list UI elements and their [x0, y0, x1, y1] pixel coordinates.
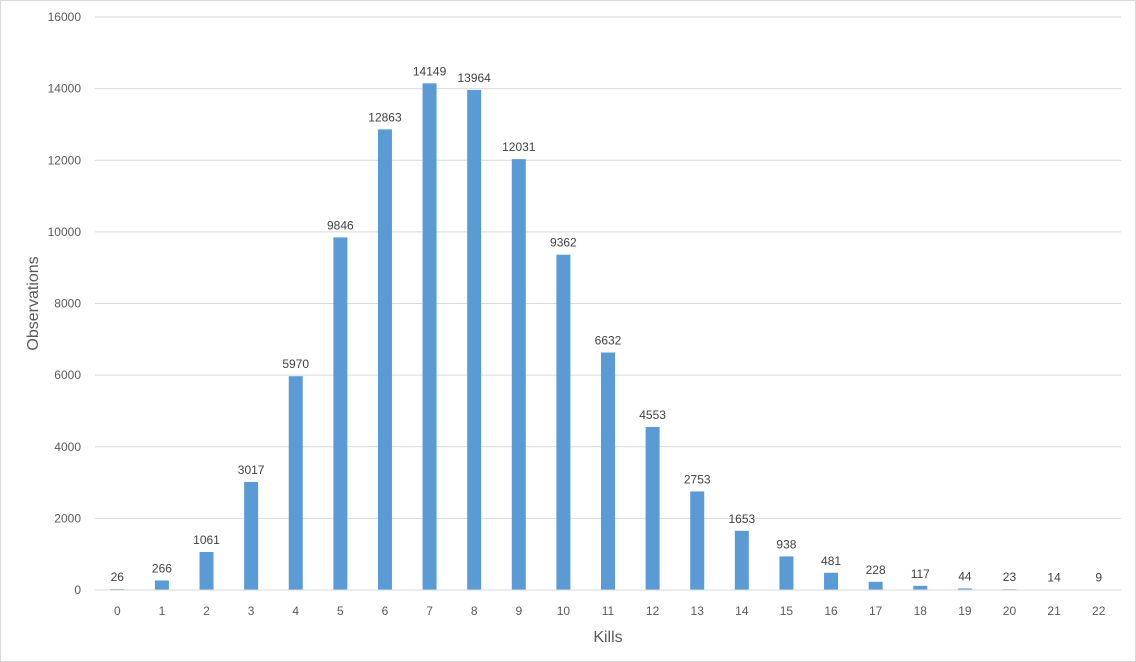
data-label: 117	[911, 567, 930, 581]
y-tick-label: 8000	[54, 297, 81, 311]
data-label: 44	[958, 569, 972, 583]
bar	[333, 237, 348, 590]
bar	[824, 572, 839, 590]
x-tick-label: 22	[1092, 604, 1106, 618]
data-label: 3017	[238, 463, 265, 477]
y-tick-label: 4000	[54, 440, 81, 454]
x-tick-label: 10	[557, 604, 571, 618]
data-label: 12031	[502, 140, 536, 154]
data-label: 481	[821, 554, 841, 568]
x-tick-label: 15	[780, 604, 794, 618]
x-tick-label: 3	[248, 604, 255, 618]
x-tick-label: 17	[869, 604, 883, 618]
data-label: 266	[152, 561, 172, 575]
bar	[467, 89, 482, 591]
bar	[734, 530, 749, 590]
data-label: 12863	[368, 110, 402, 124]
x-tick-label: 8	[471, 604, 478, 618]
x-tick-label: 14	[735, 604, 749, 618]
y-tick-label: 6000	[54, 368, 81, 382]
x-tick-label: 2	[203, 604, 210, 618]
y-tick-label: 0	[74, 583, 81, 597]
data-label: 9362	[550, 236, 577, 250]
x-tick-label: 20	[1003, 604, 1017, 618]
data-label: 5970	[282, 357, 309, 371]
bars	[110, 83, 1106, 591]
bar	[422, 83, 437, 590]
data-label: 4553	[639, 408, 666, 422]
bar	[913, 585, 928, 590]
bar	[779, 556, 794, 590]
x-tick-label: 18	[914, 604, 928, 618]
bar	[645, 426, 660, 590]
data-label: 2753	[684, 472, 711, 486]
bar	[288, 376, 303, 590]
x-tick-label: 21	[1047, 604, 1061, 618]
y-tick-label: 14000	[48, 82, 82, 96]
x-tick-label: 0	[114, 604, 121, 618]
y-tick-label: 12000	[48, 153, 82, 167]
data-label: 26	[111, 570, 125, 584]
data-label: 228	[866, 563, 886, 577]
data-label: 23	[1003, 570, 1017, 584]
bar	[154, 580, 169, 590]
y-axis-ticks: 0 2000 4000 6000 8000 10000 12000 14000 16000	[48, 10, 82, 597]
y-tick-label: 10000	[48, 225, 82, 239]
data-label: 6632	[595, 333, 622, 347]
data-label: 1653	[728, 512, 755, 526]
data-label: 9	[1095, 571, 1102, 585]
x-tick-label: 12	[646, 604, 660, 618]
data-label: 14149	[413, 64, 447, 78]
bar	[377, 129, 392, 590]
bar	[868, 581, 883, 590]
x-tick-label: 11	[602, 604, 615, 618]
bar	[199, 552, 214, 590]
data-label: 9846	[327, 218, 354, 232]
y-axis-title: Observations	[25, 256, 42, 350]
x-tick-label: 19	[958, 604, 972, 618]
x-axis-title: Kills	[593, 629, 622, 646]
x-tick-label: 1	[159, 604, 166, 618]
y-tick-label: 2000	[54, 511, 81, 525]
data-label: 938	[776, 537, 796, 551]
x-tick-label: 5	[337, 604, 344, 618]
x-tick-label: 7	[426, 604, 433, 618]
data-label: 1061	[193, 533, 220, 547]
x-tick-label: 13	[691, 604, 705, 618]
bar	[957, 588, 972, 590]
x-tick-label: 9	[515, 604, 522, 618]
x-tick-label: 6	[382, 604, 389, 618]
x-tick-label: 4	[292, 604, 299, 618]
y-tick-label: 16000	[48, 10, 82, 24]
bar	[511, 159, 526, 590]
data-labels: 26 266 1061 3017 5970 9846 12863 14149 13964 1203…	[111, 64, 1103, 584]
data-label: 13964	[457, 71, 491, 85]
bar	[556, 254, 571, 590]
data-label: 14	[1047, 570, 1061, 584]
bar	[690, 491, 705, 590]
bar	[601, 352, 615, 590]
x-tick-label: 16	[824, 604, 838, 618]
x-axis-ticks: 0 1 2 3 4 5 6 7 8 9 10 11 12 13 14 15 16 17 18 19 20 21 22	[114, 604, 1106, 618]
bar	[244, 481, 259, 590]
